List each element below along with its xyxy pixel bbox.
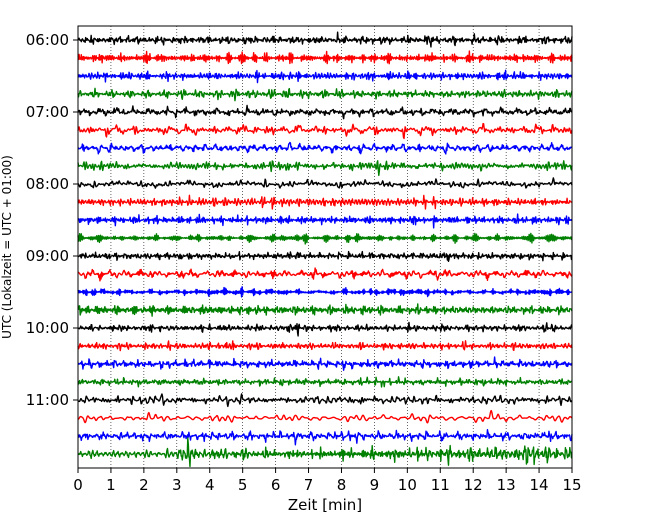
x-tick-label: 2 (139, 476, 149, 494)
x-tick-label: 6 (271, 476, 281, 494)
plot-frame (77, 25, 573, 469)
trace-1000 (77, 321, 573, 337)
y-tick-label: 07:00 (26, 103, 69, 121)
x-tick-label: 12 (464, 476, 483, 494)
trace-0800 (77, 177, 573, 189)
x-tick-label: 5 (238, 476, 248, 494)
trace-0815 (77, 194, 573, 210)
x-axis: 0 1 2 3 4 5 6 7 8 9 10 11 12 13 14 15 (73, 468, 582, 494)
trace-0945 (77, 303, 573, 317)
trace-0600 (77, 31, 573, 48)
trace-0745 (77, 160, 573, 177)
x-tick-label: 15 (562, 476, 581, 494)
y-tick-label: 09:00 (26, 247, 69, 265)
trace-0915 (77, 267, 573, 282)
x-tick-label: 10 (398, 476, 417, 494)
trace-0630 (77, 69, 573, 84)
trace-1100 (77, 393, 573, 408)
trace-0900 (77, 250, 573, 262)
x-tick-label: 1 (106, 476, 116, 494)
trace-1045 (77, 376, 573, 388)
trace-0930 (77, 286, 573, 298)
trace-1115 (77, 409, 573, 424)
y-tick-label: 06:00 (26, 31, 69, 49)
x-tick-label: 11 (431, 476, 450, 494)
y-tick-label: 08:00 (26, 175, 69, 193)
trace-1145 (77, 437, 573, 468)
y-axis-label: UTC (Lokalzeit = UTC + 01:00) (0, 155, 14, 339)
x-tick-label: 8 (337, 476, 347, 494)
trace-0845 (77, 232, 573, 245)
trace-layer (77, 31, 573, 468)
y-axis: 06:00 07:00 08:00 09:00 10:00 11:00 (26, 31, 78, 409)
trace-1030 (77, 356, 573, 371)
trace-0715 (77, 122, 573, 140)
trace-0830 (77, 213, 573, 229)
x-tick-label: 3 (172, 476, 182, 494)
x-tick-label: 13 (497, 476, 516, 494)
trace-0730 (77, 141, 573, 155)
trace-0645 (77, 87, 573, 102)
trace-0615 (77, 50, 573, 65)
x-tick-label: 9 (370, 476, 380, 494)
trace-1015 (77, 340, 573, 352)
y-tick-label: 10:00 (26, 319, 69, 337)
x-tick-label: 14 (530, 476, 549, 494)
x-axis-label: Zeit [min] (288, 496, 362, 514)
x-tick-label: 4 (205, 476, 215, 494)
x-tick-label: 7 (304, 476, 314, 494)
trace-1130 (77, 429, 573, 446)
trace-0700 (77, 104, 573, 120)
y-tick-label: 11:00 (26, 391, 69, 409)
x-tick-label: 0 (73, 476, 83, 494)
